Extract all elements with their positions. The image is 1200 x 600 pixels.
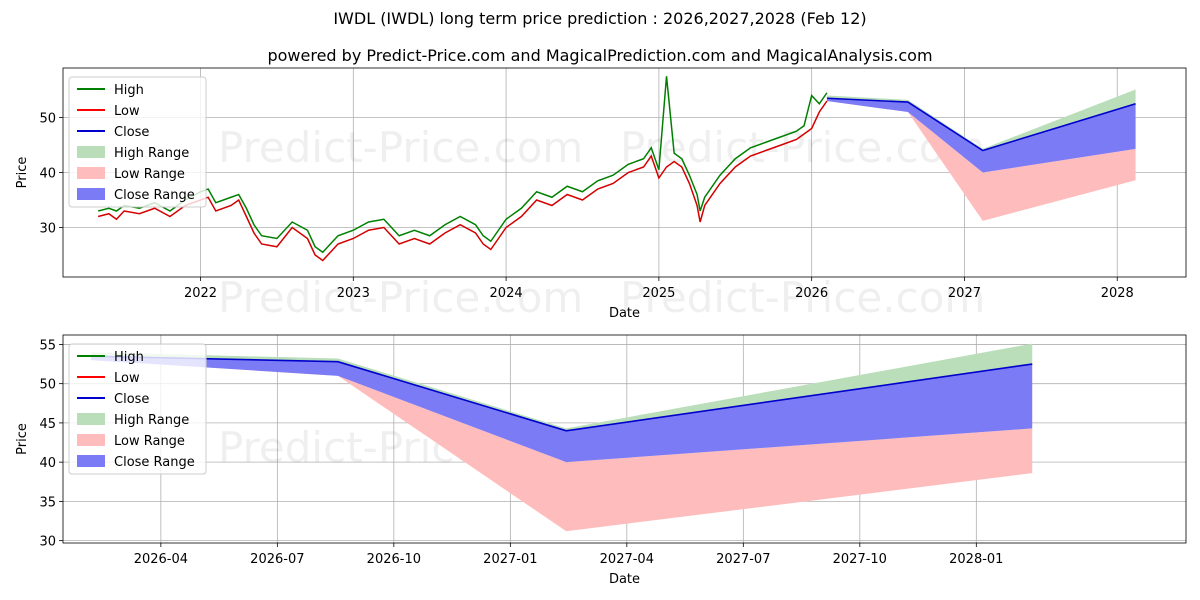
legend-label-low: Low bbox=[114, 104, 140, 119]
x-tick-label: 2023 bbox=[337, 286, 370, 301]
low-range-area bbox=[826, 98, 1136, 221]
y-tick-label: 50 bbox=[39, 112, 56, 127]
x-tick-label: 2026-04 bbox=[134, 552, 188, 567]
x-tick-label: 2027-07 bbox=[716, 552, 770, 567]
legend-swatch-high-range bbox=[77, 146, 105, 158]
y-axis-label: Price bbox=[15, 423, 30, 455]
close-range-area bbox=[90, 356, 1033, 463]
plot-area bbox=[97, 76, 1136, 262]
legend-swatch-close-range bbox=[77, 455, 105, 467]
legend-label-high: High bbox=[114, 83, 144, 98]
legend-label-low-range: Low Range bbox=[114, 434, 185, 449]
x-tick-label: 2026-07 bbox=[250, 552, 304, 567]
legend-swatch-low-range bbox=[77, 434, 105, 446]
x-tick-label: 2027 bbox=[948, 286, 981, 301]
chart-title: IWDL (IWDL) long term price prediction :… bbox=[333, 9, 867, 28]
x-tick-label: 2024 bbox=[490, 286, 523, 301]
y-tick-label: 40 bbox=[39, 167, 56, 182]
x-tick-label: 2027-01 bbox=[483, 552, 537, 567]
high-price-line bbox=[97, 76, 828, 254]
legend-label-low: Low bbox=[114, 371, 140, 386]
legend-swatch-close-range bbox=[77, 188, 105, 200]
x-tick-label: 2028-01 bbox=[949, 552, 1003, 567]
legend: High Low Close High Range Low Range Close Ran… bbox=[68, 343, 207, 475]
legend-swatch-high-range bbox=[77, 413, 105, 425]
plot-frame bbox=[62, 334, 1187, 544]
low-range-area bbox=[90, 356, 1033, 532]
legend-label-close-range: Close Range bbox=[114, 188, 195, 203]
legend-label-close-range: Close Range bbox=[114, 455, 195, 470]
y-tick-label: 45 bbox=[39, 417, 56, 432]
high-range-area bbox=[90, 343, 1033, 431]
y-tick-label: 50 bbox=[39, 378, 56, 393]
plot-area bbox=[90, 343, 1033, 532]
legend-label-low-range: Low Range bbox=[114, 167, 185, 182]
legend-swatch-low-range bbox=[77, 167, 105, 179]
low-price-line bbox=[97, 100, 828, 262]
x-tick-label: 2027-04 bbox=[600, 552, 654, 567]
y-axis-label: Price bbox=[15, 157, 30, 189]
x-axis-label: Date bbox=[609, 572, 640, 587]
legend: High Low Close High Range Low Range Close Ran… bbox=[68, 76, 207, 208]
high-range-area bbox=[826, 89, 1136, 151]
x-tick-label: 2027-10 bbox=[833, 552, 887, 567]
close-forecast-line bbox=[826, 97, 1136, 152]
plot-panel-2: Predict-Price.comPredict-Price.com2026-0… bbox=[15, 334, 1187, 587]
x-tick-label: 2026-10 bbox=[367, 552, 421, 567]
y-tick-label: 40 bbox=[39, 456, 56, 471]
watermark-text: Predict-Price.com bbox=[218, 273, 583, 322]
legend-label-close: Close bbox=[114, 125, 149, 140]
legend-label-close: Close bbox=[114, 392, 149, 407]
legend-label-high: High bbox=[114, 350, 144, 365]
legend-label-high-range: High Range bbox=[114, 413, 189, 428]
legend-label-high-range: High Range bbox=[114, 146, 189, 161]
x-tick-label: 2028 bbox=[1101, 286, 1134, 301]
plot-panel-1: Predict-Price.com Predict-Price.com Predic… bbox=[15, 67, 1187, 322]
watermark-text: Predict-Price.com bbox=[620, 273, 985, 322]
y-tick-label: 35 bbox=[39, 495, 56, 510]
chart-subtitle: powered by Predict-Price.com and Magical… bbox=[267, 46, 933, 65]
y-tick-label: 55 bbox=[39, 338, 56, 353]
y-tick-label: 30 bbox=[39, 222, 56, 237]
y-tick-label: 30 bbox=[39, 535, 56, 550]
watermark-text: Predict-Price.com bbox=[218, 123, 583, 172]
close-forecast-line bbox=[90, 355, 1033, 432]
close-range-area bbox=[826, 98, 1136, 173]
x-tick-label: 2026 bbox=[795, 286, 828, 301]
x-tick-label: 2025 bbox=[642, 286, 675, 301]
x-axis-label: Date bbox=[609, 306, 640, 321]
x-tick-label: 2022 bbox=[184, 286, 217, 301]
